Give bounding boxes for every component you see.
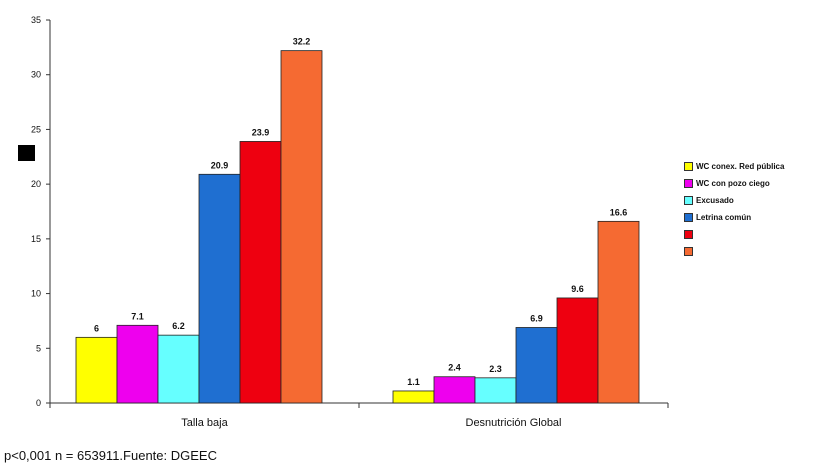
legend: WC conex. Red pública WC con pozo ciego Ex… — [684, 160, 784, 262]
bar — [433, 376, 476, 404]
legend-swatch — [684, 230, 693, 239]
legend-swatch — [684, 213, 693, 222]
bar — [116, 324, 159, 404]
legend-swatch — [684, 196, 693, 205]
y-tick-label: 10 — [31, 289, 41, 299]
data-label: 6.2 — [172, 321, 185, 331]
legend-swatch — [684, 162, 693, 171]
bar — [239, 141, 282, 404]
bar — [474, 377, 517, 404]
data-label: 16.6 — [610, 207, 628, 217]
bar — [556, 297, 599, 404]
legend-item: WC con pozo ciego — [684, 177, 784, 190]
footnote: p<0,001 n = 653911.Fuente: DGEEC — [4, 448, 217, 463]
y-tick-label: 20 — [31, 179, 41, 189]
bar — [280, 50, 323, 404]
legend-label: WC conex. Red pública — [696, 162, 785, 171]
legend-label: Excusado — [696, 196, 734, 205]
data-label: 2.3 — [489, 364, 502, 374]
bar — [75, 336, 118, 404]
data-label: 6.9 — [530, 313, 543, 323]
data-label: 32.2 — [293, 37, 311, 47]
y-tick-label: 35 — [31, 15, 41, 25]
data-label: 2.4 — [448, 363, 461, 373]
bar — [198, 173, 241, 404]
legend-label: Letrina común — [696, 213, 752, 222]
data-label: 23.9 — [252, 127, 270, 137]
legend-label: WC con pozo ciego — [696, 179, 770, 188]
legend-item: WC conex. Red pública — [684, 160, 784, 173]
data-label: 6 — [94, 323, 99, 333]
y-tick-label: 5 — [36, 343, 41, 353]
y-tick-label: 15 — [31, 234, 41, 244]
category-label: Desnutrición Global — [466, 417, 562, 429]
category-label: Talla baja — [181, 417, 228, 429]
legend-item — [684, 228, 784, 241]
data-label: 9.6 — [571, 284, 584, 294]
y-axis-label-mark — [18, 145, 35, 161]
legend-item — [684, 245, 784, 258]
bar — [515, 327, 558, 404]
y-tick-label: 30 — [31, 70, 41, 80]
bar — [392, 390, 435, 404]
y-tick-label: 0 — [36, 398, 41, 408]
legend-swatch — [684, 179, 693, 188]
legend-item: Letrina común — [684, 211, 784, 224]
bar — [597, 220, 640, 404]
data-label: 20.9 — [211, 160, 229, 170]
y-tick-label: 25 — [31, 124, 41, 134]
data-label: 1.1 — [407, 377, 420, 387]
legend-swatch — [684, 247, 693, 256]
legend-item: Excusado — [684, 194, 784, 207]
data-label: 7.1 — [131, 311, 144, 321]
bar — [157, 334, 200, 404]
